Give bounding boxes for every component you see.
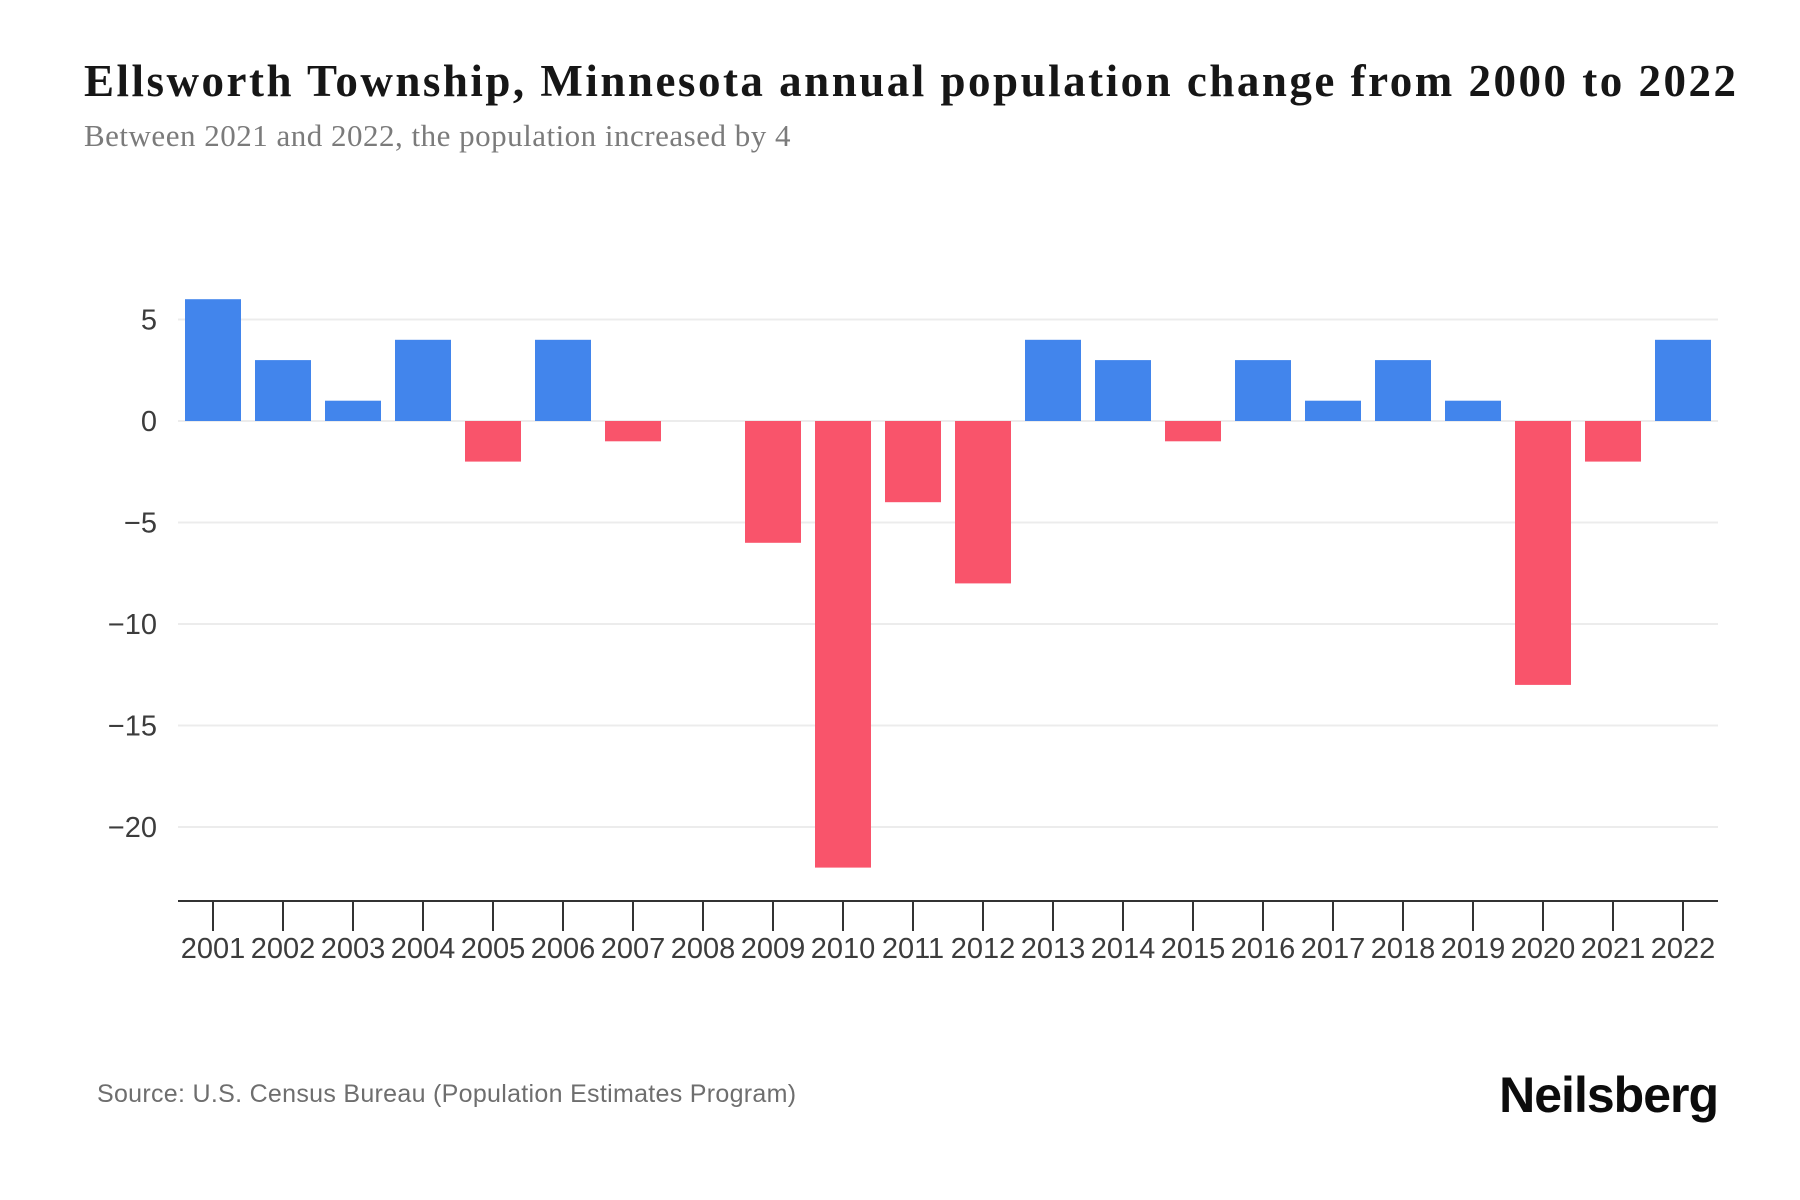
bar-2010[interactable] <box>815 421 871 868</box>
source-note: Source: U.S. Census Bureau (Population E… <box>97 1080 797 1108</box>
x-tick-label-2009: 2009 <box>741 933 806 965</box>
y-tick-label--15: −15 <box>108 711 157 743</box>
bar-2017[interactable] <box>1305 400 1361 421</box>
x-tick-label-2013: 2013 <box>1021 933 1086 965</box>
bar-2005[interactable] <box>465 421 521 462</box>
bar-2018[interactable] <box>1375 360 1431 421</box>
x-tick-label-2017: 2017 <box>1301 933 1366 965</box>
bar-2007[interactable] <box>605 421 661 442</box>
bar-2009[interactable] <box>745 421 801 543</box>
y-tick-label-0: 0 <box>141 406 157 438</box>
bar-2006[interactable] <box>535 339 591 421</box>
y-tick-label--5: −5 <box>124 508 157 540</box>
bar-2015[interactable] <box>1165 421 1221 442</box>
x-tick-label-2020: 2020 <box>1511 933 1576 965</box>
y-tick-label-5: 5 <box>141 305 157 337</box>
x-tick-label-2005: 2005 <box>461 933 526 965</box>
bar-2016[interactable] <box>1235 360 1291 421</box>
bar-2014[interactable] <box>1095 360 1151 421</box>
x-tick-label-2007: 2007 <box>601 933 666 965</box>
x-tick-label-2019: 2019 <box>1441 933 1506 965</box>
x-tick-label-2001: 2001 <box>181 933 246 965</box>
bar-2003[interactable] <box>325 400 381 421</box>
x-tick-label-2014: 2014 <box>1091 933 1156 965</box>
bar-2020[interactable] <box>1515 421 1571 685</box>
bar-2013[interactable] <box>1025 339 1081 421</box>
y-tick-label--20: −20 <box>108 812 157 844</box>
x-tick-label-2008: 2008 <box>671 933 736 965</box>
x-tick-label-2004: 2004 <box>391 933 456 965</box>
bar-2012[interactable] <box>955 421 1011 584</box>
x-tick-label-2010: 2010 <box>811 933 876 965</box>
bar-2002[interactable] <box>255 360 311 421</box>
x-tick-label-2015: 2015 <box>1161 933 1226 965</box>
x-tick-label-2003: 2003 <box>321 933 386 965</box>
bar-2004[interactable] <box>395 339 451 421</box>
x-tick-label-2002: 2002 <box>251 933 316 965</box>
bar-2019[interactable] <box>1445 400 1501 421</box>
x-tick-label-2011: 2011 <box>882 933 944 965</box>
page-title: Ellsworth Township, Minnesota annual pop… <box>84 57 1739 106</box>
x-tick-label-2012: 2012 <box>951 933 1016 965</box>
x-tick-label-2022: 2022 <box>1651 933 1716 965</box>
bar-2021[interactable] <box>1585 421 1641 462</box>
x-tick-label-2021: 2021 <box>1581 933 1646 965</box>
bar-2022[interactable] <box>1655 339 1711 421</box>
chart-subtitle: Between 2021 and 2022, the population in… <box>84 118 791 153</box>
y-tick-label--10: −10 <box>108 609 157 641</box>
neilsberg-logo[interactable]: Neilsberg <box>1499 1067 1719 1123</box>
x-tick-label-2006: 2006 <box>531 933 596 965</box>
x-tick-label-2018: 2018 <box>1371 933 1436 965</box>
bar-2011[interactable] <box>885 421 941 503</box>
x-tick-label-2016: 2016 <box>1231 933 1296 965</box>
bar-2001[interactable] <box>185 299 241 421</box>
